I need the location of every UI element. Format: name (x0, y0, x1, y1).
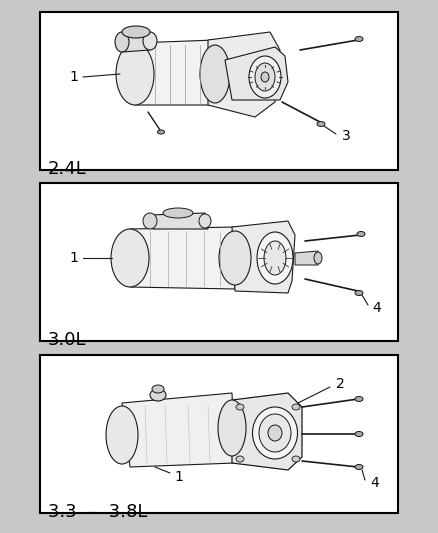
Text: 4: 4 (372, 301, 381, 315)
Ellipse shape (357, 231, 365, 237)
Ellipse shape (200, 45, 230, 103)
Ellipse shape (259, 414, 291, 452)
Text: 1: 1 (69, 251, 78, 265)
Bar (40, 355, 398, 513)
Polygon shape (225, 47, 288, 100)
Ellipse shape (355, 432, 363, 437)
Ellipse shape (355, 36, 363, 42)
Ellipse shape (355, 397, 363, 401)
Ellipse shape (199, 214, 211, 228)
Ellipse shape (257, 232, 293, 284)
Ellipse shape (143, 213, 157, 229)
Ellipse shape (236, 404, 244, 410)
Polygon shape (150, 213, 208, 229)
Polygon shape (130, 227, 235, 289)
Text: 3.3  –  3.8L: 3.3 – 3.8L (48, 503, 147, 521)
Ellipse shape (158, 130, 165, 134)
Ellipse shape (314, 252, 322, 264)
Polygon shape (208, 32, 280, 117)
Polygon shape (295, 251, 318, 265)
Ellipse shape (150, 389, 166, 401)
Ellipse shape (355, 464, 363, 470)
Polygon shape (122, 32, 150, 52)
Ellipse shape (116, 43, 154, 105)
Polygon shape (232, 221, 295, 293)
Ellipse shape (115, 32, 129, 52)
Bar (40, 183, 398, 341)
Ellipse shape (264, 241, 286, 275)
Ellipse shape (152, 385, 164, 393)
Text: 1: 1 (174, 470, 183, 484)
Ellipse shape (292, 404, 300, 410)
Ellipse shape (355, 290, 363, 295)
Text: 3.0L: 3.0L (48, 331, 86, 349)
Text: 2: 2 (336, 377, 345, 391)
Ellipse shape (111, 229, 149, 287)
Ellipse shape (163, 208, 193, 218)
Ellipse shape (255, 63, 275, 91)
Polygon shape (232, 393, 302, 470)
Text: 1: 1 (69, 70, 78, 84)
Ellipse shape (261, 72, 269, 82)
Text: 2.4L: 2.4L (48, 160, 87, 178)
Ellipse shape (252, 407, 297, 459)
Polygon shape (122, 393, 235, 467)
Text: 3: 3 (342, 129, 351, 143)
Ellipse shape (292, 456, 300, 462)
Ellipse shape (249, 56, 281, 98)
Text: 4: 4 (370, 476, 379, 490)
Bar (40, 12, 398, 170)
Ellipse shape (106, 406, 138, 464)
Ellipse shape (236, 456, 244, 462)
Ellipse shape (143, 32, 157, 50)
Polygon shape (135, 40, 215, 105)
Ellipse shape (317, 122, 325, 126)
Ellipse shape (219, 231, 251, 285)
Ellipse shape (268, 425, 282, 441)
Ellipse shape (218, 400, 246, 456)
Ellipse shape (122, 26, 150, 38)
